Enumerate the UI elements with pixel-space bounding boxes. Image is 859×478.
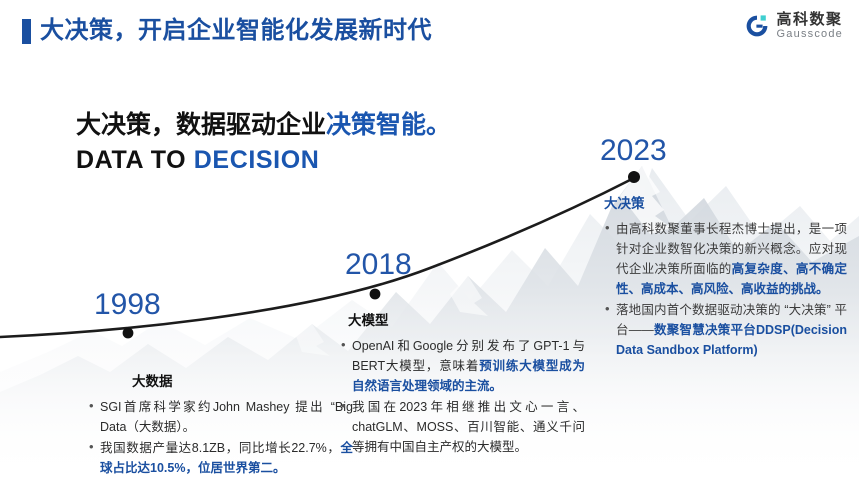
- list-item: SGI首席科学家约John Mashey 提出 “Big Data（大数据）。: [88, 396, 353, 437]
- year-label-2023: 2023: [600, 134, 667, 167]
- milestone-bullets-2023: 由高科数聚董事长程杰博士提出，是一项针对企业数智化决策的新兴概念。应对现代企业决…: [604, 218, 847, 360]
- logo-text-cn: 高科数聚: [776, 11, 843, 28]
- headline-line-1: 大决策，数据驱动企业决策智能。: [76, 108, 451, 142]
- milestone-block-1998: 大数据 SGI首席科学家约John Mashey 提出 “Big Data（大数…: [88, 373, 353, 478]
- milestone-dot-2023: [628, 171, 640, 183]
- page-title: 大决策，开启企业智能化发展新时代: [40, 17, 432, 44]
- headline-group: 大决策，数据驱动企业决策智能。 DATA TO DECISION: [76, 108, 451, 176]
- logo-text-en: Gausscode: [776, 28, 843, 40]
- header-accent-bar: [22, 19, 31, 44]
- milestone-title-2023: 大决策: [604, 196, 645, 211]
- list-item: 我国数据产量达8.1ZB，同比增长22.7%，全球占比达10.5%，位居世界第二…: [88, 437, 353, 478]
- milestone-block-2018: 大模型 OpenAI和Google分别发布了GPT-1与BERT大模型，意味着预…: [340, 312, 585, 458]
- milestone-bullets-2018: OpenAI和Google分别发布了GPT-1与BERT大模型，意味着预训练大模…: [340, 335, 585, 457]
- milestone-title-1998: 大数据: [132, 374, 173, 389]
- milestone-dot-1998: [122, 327, 134, 339]
- milestone-title-2018: 大模型: [348, 313, 389, 328]
- list-item: 我国在2023年相继推出文心一言、chatGLM、MOSS、百川智能、通义千问等…: [340, 396, 585, 457]
- slide-header: 大决策，开启企业智能化发展新时代 高科数聚 Gausscode: [0, 0, 859, 62]
- headline-line-1-black: 大决策，数据驱动企业: [76, 111, 327, 139]
- list-item: 由高科数聚董事长程杰博士提出，是一项针对企业数智化决策的新兴概念。应对现代企业决…: [604, 218, 847, 299]
- milestone-bullets-1998: SGI首席科学家约John Mashey 提出 “Big Data（大数据）。 …: [88, 396, 353, 478]
- year-label-1998: 1998: [94, 288, 161, 321]
- milestone-block-2023: 大决策 由高科数聚董事长程杰博士提出，是一项针对企业数智化决策的新兴概念。应对现…: [604, 195, 847, 361]
- list-item: 落地国内首个数据驱动决策的 “大决策” 平台——数聚智慧决策平台DDSP(Dec…: [604, 299, 847, 360]
- headline-line-2-black: DATA TO: [76, 146, 194, 174]
- brand-logo: 高科数聚 Gausscode: [744, 12, 843, 40]
- headline-line-1-blue: 决策智能。: [326, 111, 452, 139]
- headline-line-2: DATA TO DECISION: [76, 144, 451, 176]
- year-label-2018: 2018: [345, 248, 412, 281]
- gausscode-circle-logo-icon: [744, 13, 770, 39]
- milestone-dot-2018: [369, 288, 381, 300]
- headline-line-2-blue: DECISION: [193, 146, 320, 174]
- list-item: OpenAI和Google分别发布了GPT-1与BERT大模型，意味着预训练大模…: [340, 335, 585, 396]
